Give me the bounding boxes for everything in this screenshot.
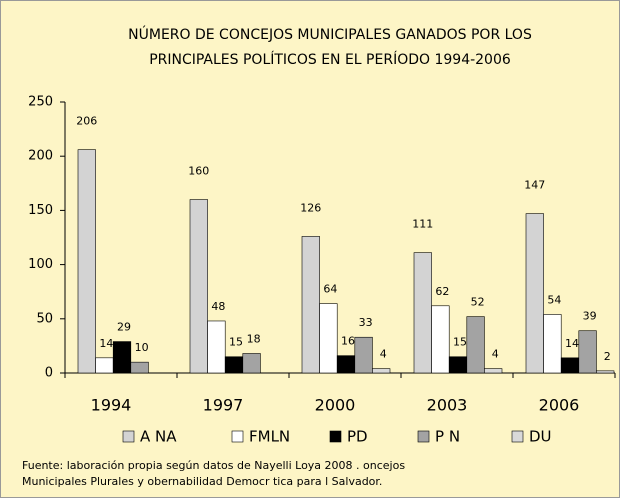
value-label: 111 (412, 218, 433, 231)
value-label: 64 (323, 283, 337, 296)
bar (448, 356, 468, 374)
legend-label: P N (435, 428, 460, 446)
x-tick-label: 1994 (91, 396, 132, 415)
y-tick-label: 100 (28, 257, 53, 272)
bar (560, 357, 580, 374)
value-label: 54 (547, 293, 561, 306)
x-tick-label: 2006 (539, 396, 580, 415)
chart-title: PRINCIPALES POLÍTICOS EN EL PERÍODO 1994… (149, 51, 511, 68)
bar (189, 199, 208, 374)
bar (130, 361, 149, 374)
bar (207, 320, 226, 374)
value-label: 48 (211, 300, 225, 313)
bar (578, 330, 597, 374)
value-label: 147 (524, 179, 545, 192)
value-label: 16 (341, 335, 355, 348)
bar (242, 353, 261, 374)
x-tick-label: 2000 (315, 396, 356, 415)
value-label: 29 (117, 321, 131, 334)
note: Fuente: laboración propia según datos de… (22, 459, 405, 472)
value-label: 15 (453, 336, 467, 349)
value-label: 206 (76, 115, 97, 128)
value-label: 33 (359, 316, 373, 329)
value-label: 62 (435, 285, 449, 298)
bar (596, 370, 615, 374)
x-tick-label: 2003 (427, 396, 468, 415)
bar (543, 314, 562, 374)
value-label: 10 (135, 341, 149, 354)
value-label: 4 (492, 348, 499, 361)
legend-swatch (417, 430, 430, 443)
bar (525, 213, 544, 374)
bar (484, 368, 503, 374)
bar (372, 368, 391, 374)
y-tick-label: 250 (28, 95, 53, 110)
chart-title: NÚMERO DE CONCEJOS MUNICIPALES GANADOS P… (128, 25, 532, 43)
value-label: 18 (247, 332, 261, 345)
y-tick-label: 150 (28, 203, 53, 218)
legend-swatch (329, 430, 342, 443)
bar (112, 341, 132, 374)
legend-label: PD (347, 428, 368, 446)
bar (319, 303, 338, 374)
legend-swatch (231, 430, 244, 443)
bar (354, 336, 373, 374)
value-label: 15 (229, 336, 243, 349)
legend-label: FMLN (249, 428, 290, 446)
y-tick-label: 200 (28, 149, 53, 164)
bar (413, 252, 432, 374)
value-label: 14 (565, 337, 579, 350)
legend-label: DU (529, 428, 552, 446)
bar (431, 305, 450, 374)
bar (224, 356, 244, 374)
legend-swatch (122, 430, 135, 443)
value-label: 2 (604, 350, 611, 363)
bar (77, 149, 96, 374)
value-label: 126 (300, 201, 321, 214)
value-label: 52 (471, 296, 485, 309)
value-label: 160 (188, 165, 209, 178)
value-label: 14 (99, 337, 113, 350)
y-tick-label: 0 (45, 366, 53, 381)
note: Municipales Plurales y obernabilidad Dem… (22, 475, 382, 488)
bar (336, 355, 356, 374)
legend-swatch (511, 430, 524, 443)
value-label: 39 (583, 310, 597, 323)
bar (301, 236, 320, 374)
y-tick-label: 50 (36, 311, 53, 326)
x-tick-label: 1997 (203, 396, 244, 415)
bar (95, 357, 114, 374)
value-label: 4 (380, 348, 387, 361)
bar (466, 316, 485, 374)
legend-label: A NA (140, 428, 177, 446)
